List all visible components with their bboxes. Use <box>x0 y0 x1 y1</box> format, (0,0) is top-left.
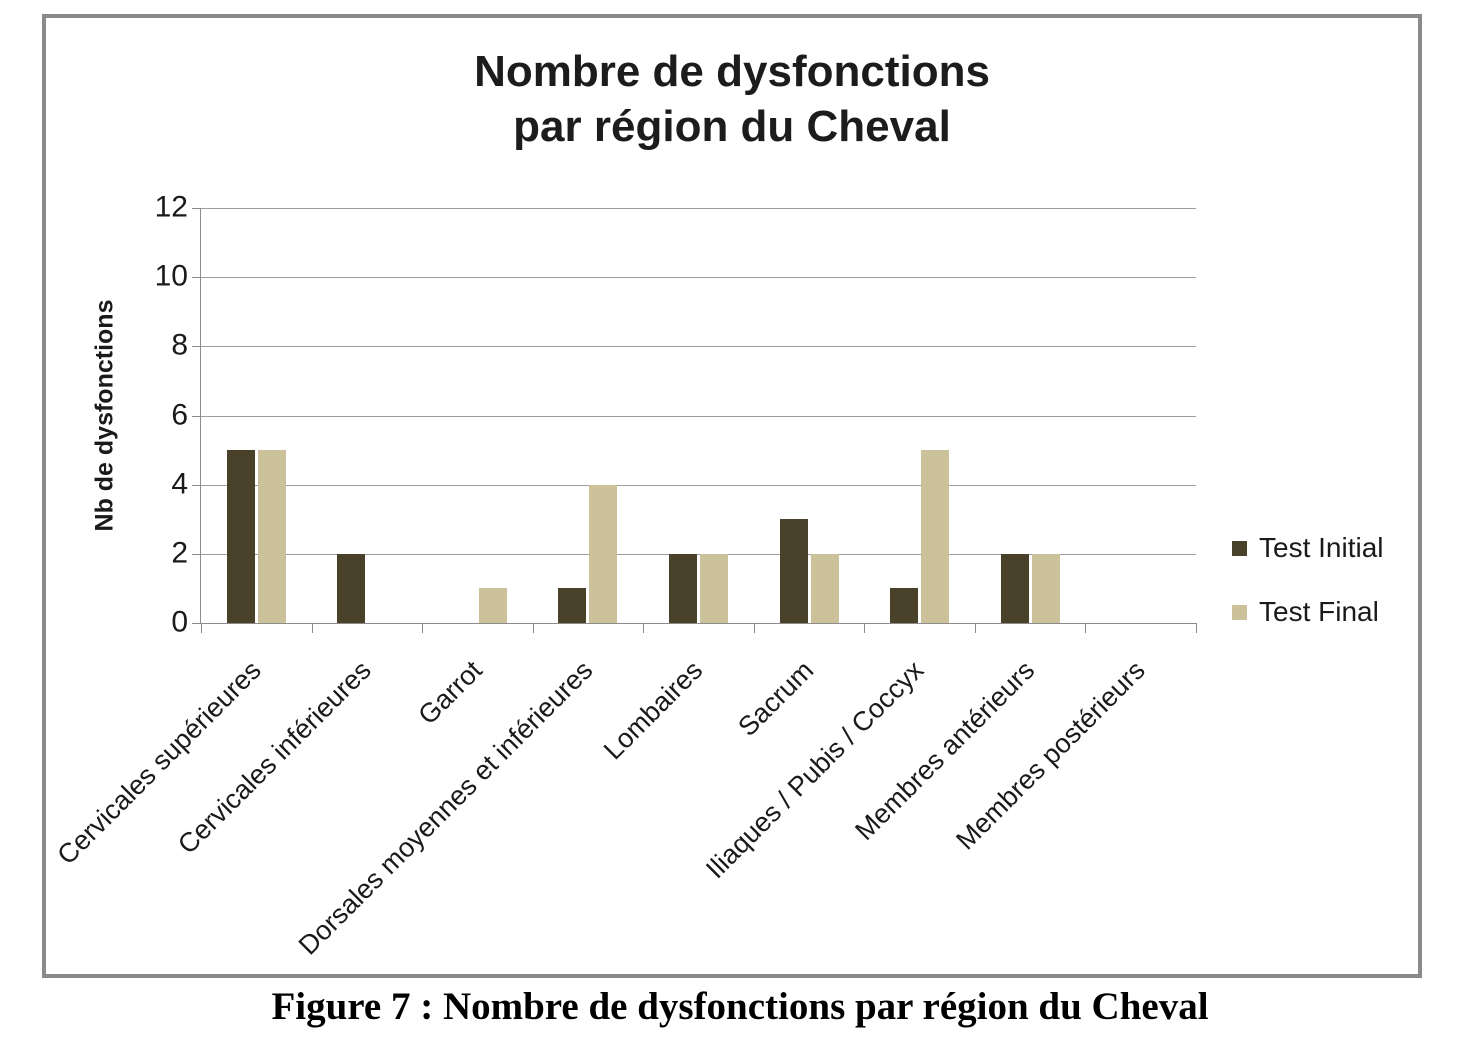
y-axis-ticks: 0 2 4 6 8 10 12 <box>106 190 192 638</box>
category-slot-cervicales-superieures <box>201 208 312 623</box>
gridline-y6 <box>201 415 1196 417</box>
category-slot-membres-posterieurs <box>1085 208 1196 623</box>
bar-test-final-garrot <box>478 588 507 623</box>
y-tick-mark-0 <box>192 623 201 624</box>
x-label-sacrum: Sacrum <box>732 655 820 742</box>
category-slot-membres-anterieurs <box>975 208 1086 623</box>
x-tick-mark-7 <box>974 623 976 633</box>
gridline-y4 <box>201 484 1196 486</box>
bar-test-final-iliaques-pubis-coccyx <box>921 450 950 623</box>
chart-title-line2: par région du Cheval <box>513 102 951 152</box>
y-tick-label-0: 0 <box>171 605 188 639</box>
gridline-y12 <box>201 208 1196 209</box>
y-tick-label-6: 6 <box>171 397 188 431</box>
figure-caption: Figure 7 : Nombre de dysfonctions par ré… <box>271 985 1209 1028</box>
y-tick-mark-12 <box>192 208 201 209</box>
x-tick-mark-3 <box>532 623 534 633</box>
x-label-cervicales-inferieures: Cervicales inférieures <box>172 655 378 860</box>
y-tick-label-4: 4 <box>171 466 188 500</box>
y-tick-label-2: 2 <box>171 536 188 570</box>
category-slot-dorsales-moyennes-et-inferieures <box>533 208 644 623</box>
bar-test-initial-sacrum <box>779 519 808 623</box>
y-tick-mark-8 <box>192 346 201 348</box>
x-tick-mark-8 <box>1085 623 1087 633</box>
x-label-cervicales-superieures: Cervicales supérieures <box>51 655 267 871</box>
figure-frame: Nombre de dysfonctions par région du Che… <box>42 14 1422 978</box>
legend-item-test-final: Test Final <box>1232 596 1384 628</box>
gridline-y10 <box>201 277 1196 279</box>
x-label-garrot: Garrot <box>412 655 488 731</box>
legend: Test Initial Test Final <box>1232 532 1384 628</box>
x-tick-mark-2 <box>422 623 424 633</box>
plot-area <box>192 208 1197 633</box>
gridline-y2 <box>201 553 1196 555</box>
x-label-iliaques-pubis-coccyx: Iliaques / Pubis / Coccyx <box>700 655 930 885</box>
bar-test-initial-iliaques-pubis-coccyx <box>890 588 919 623</box>
bar-test-initial-membres-anterieurs <box>1000 553 1029 623</box>
x-label-lombaires: Lombaires <box>598 655 709 766</box>
chart-title: Nombre de dysfonctions par région du Che… <box>46 44 1418 155</box>
legend-label-test-final: Test Final <box>1259 596 1379 627</box>
y-tick-label-8: 8 <box>171 328 188 362</box>
legend-item-test-initial: Test Initial <box>1232 532 1384 564</box>
y-tick-mark-2 <box>192 553 201 555</box>
y-tick-mark-10 <box>192 277 201 279</box>
x-tick-mark-1 <box>311 623 313 633</box>
bar-test-final-cervicales-superieures <box>257 450 286 623</box>
category-slot-sacrum <box>754 208 865 623</box>
legend-swatch-test-final <box>1232 604 1247 620</box>
legend-label-test-initial: Test Initial <box>1259 532 1384 563</box>
category-slot-garrot <box>422 208 533 623</box>
x-tick-mark-5 <box>753 623 755 633</box>
bar-test-initial-dorsales-moyennes-et-inferieures <box>558 588 587 623</box>
chart-title-line1: Nombre de dysfonctions <box>474 47 990 96</box>
bar-test-initial-lombaires <box>668 553 697 623</box>
y-tick-label-12: 12 <box>154 190 188 224</box>
bar-test-initial-cervicales-inferieures <box>337 553 366 623</box>
y-tick-mark-4 <box>192 484 201 486</box>
y-tick-label-10: 10 <box>154 259 188 293</box>
bar-test-final-membres-anterieurs <box>1031 553 1060 623</box>
x-tick-mark-9 <box>1196 623 1197 633</box>
x-tick-mark-6 <box>864 623 866 633</box>
bar-test-final-dorsales-moyennes-et-inferieures <box>589 484 618 623</box>
bar-test-final-lombaires <box>699 553 728 623</box>
gridline-y8 <box>201 346 1196 348</box>
y-tick-mark-6 <box>192 415 201 417</box>
x-tick-mark-0 <box>201 623 202 633</box>
category-slot-iliaques-pubis-coccyx <box>864 208 975 623</box>
legend-swatch-test-initial <box>1232 540 1247 556</box>
x-label-membres-posterieurs: Membres postérieurs <box>950 655 1151 856</box>
bar-test-final-sacrum <box>810 553 839 623</box>
x-tick-mark-4 <box>643 623 645 633</box>
category-slot-cervicales-inferieures <box>312 208 423 623</box>
bar-test-initial-cervicales-superieures <box>226 450 255 623</box>
category-slot-lombaires <box>643 208 754 623</box>
